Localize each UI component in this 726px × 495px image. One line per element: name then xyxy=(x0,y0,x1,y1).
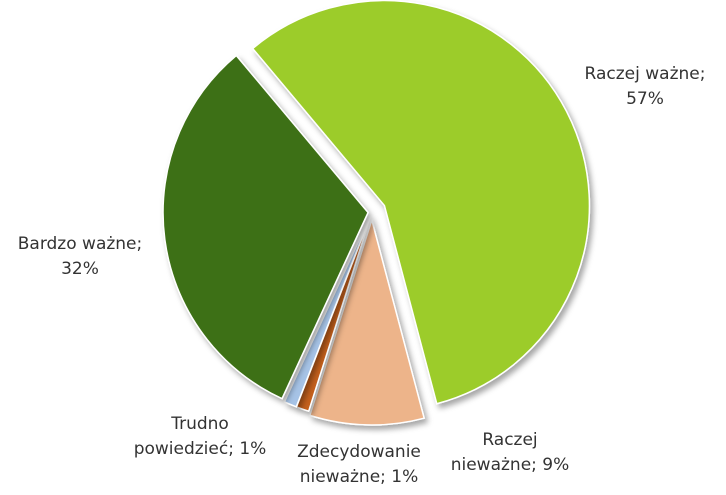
pie-slice xyxy=(308,217,426,426)
pie-slice xyxy=(283,215,372,408)
data-label: Trudno powiedzieć; 1% xyxy=(133,414,267,459)
data-label: Bardzo ważne; 32% xyxy=(17,234,143,279)
pie-slice xyxy=(162,54,369,400)
data-label: Zdecydowanie nieważne; 1% xyxy=(297,442,421,487)
data-label: Raczej nieważne; 9% xyxy=(450,430,570,475)
pie-slice xyxy=(251,0,591,405)
data-label: Raczej ważne; 57% xyxy=(584,64,706,109)
